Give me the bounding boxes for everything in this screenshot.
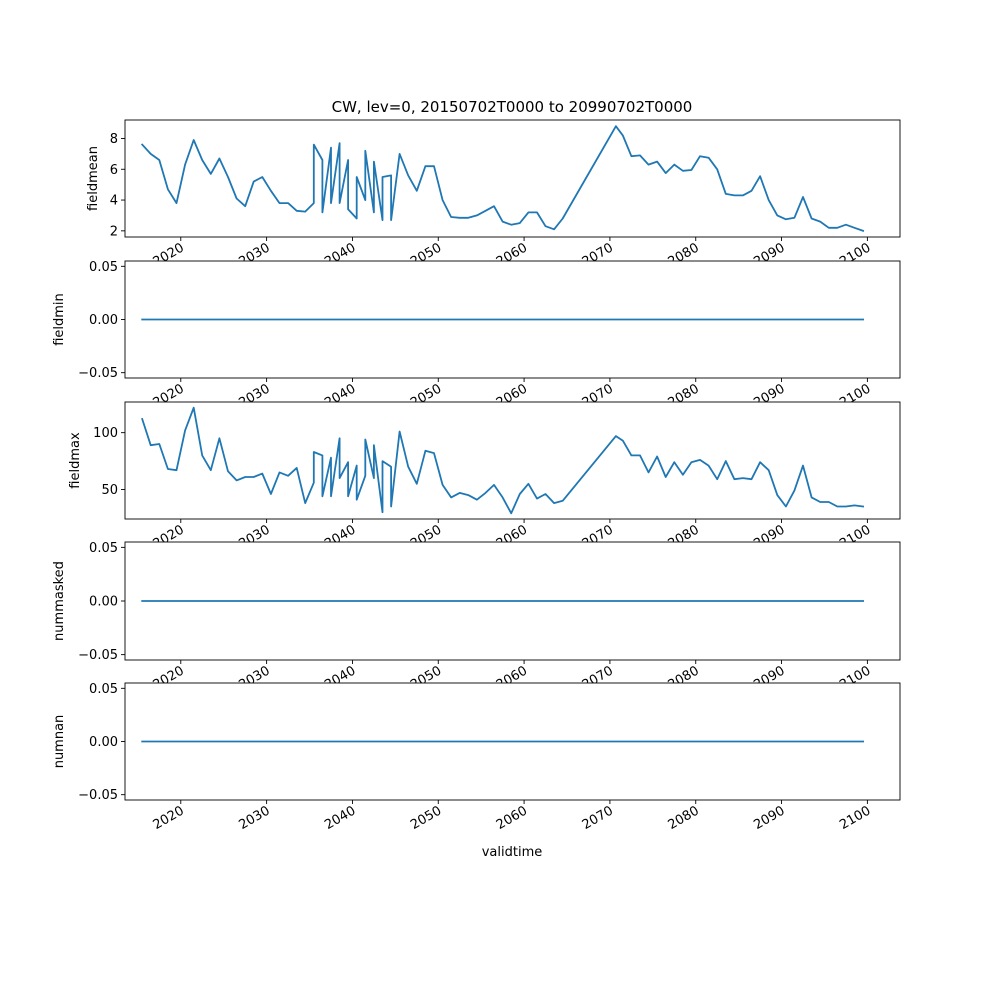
- axes-frame: [124, 401, 901, 520]
- y-tick-label: −0.05: [78, 648, 118, 663]
- y-tick-label: 8: [110, 132, 118, 147]
- y-tick-label: 4: [110, 194, 118, 209]
- x-tick-label: 2040: [322, 803, 358, 833]
- x-axis-label: validtime: [482, 845, 543, 860]
- y-tick-label: 0.05: [89, 682, 118, 697]
- y-tick-label: 2: [110, 224, 118, 239]
- x-tick-label: 2020: [151, 803, 187, 833]
- y-tick-label: 50: [101, 483, 118, 498]
- x-tick-label: 2100: [837, 803, 873, 833]
- x-tick-label: 2030: [236, 803, 272, 833]
- chart-title: CW, lev=0, 20150702T0000 to 20990702T000…: [332, 98, 693, 116]
- y-axis-label: fieldmax: [68, 432, 83, 489]
- y-tick-label: 0.00: [89, 735, 118, 750]
- y-tick-label: −0.05: [78, 788, 118, 803]
- x-tick-label: 2070: [580, 803, 616, 833]
- y-tick-label: 0.05: [89, 260, 118, 275]
- y-tick-label: 6: [110, 163, 118, 178]
- y-tick-label: 0.05: [89, 541, 118, 556]
- y-tick-label: 100: [93, 426, 118, 441]
- axes-background: [125, 402, 900, 519]
- x-tick-label: 2090: [751, 803, 787, 833]
- y-tick-label: 0.00: [89, 313, 118, 328]
- y-axis-label: nummasked: [52, 561, 67, 641]
- subplot-numnan: −0.05 0.00 0.05 2020 2030 2040 2050 2060 2070 208…: [52, 682, 901, 833]
- subplot-stack: 2 4 6 8 2020 2030 2040 2050 2060 2070 2080 2090 2100…: [52, 119, 901, 833]
- y-tick-label: −0.05: [78, 366, 118, 381]
- series-line-fieldmean: [140, 125, 865, 232]
- y-tick-label: 0.00: [89, 595, 118, 610]
- y-axis-label: fieldmean: [86, 146, 101, 211]
- y-axis-label: fieldmin: [52, 293, 67, 346]
- y-axis-label: numnan: [52, 715, 67, 769]
- x-tick-label: 2080: [666, 803, 702, 833]
- x-tick-label: 2060: [494, 803, 530, 833]
- series-line-fieldmax: [141, 406, 865, 515]
- x-tick-label: 2050: [408, 803, 444, 833]
- axes-frame: [124, 119, 901, 238]
